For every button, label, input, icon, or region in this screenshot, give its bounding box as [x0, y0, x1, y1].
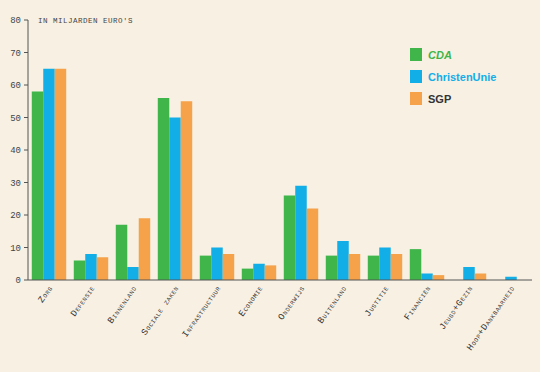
- legend-label: CDA: [428, 49, 452, 61]
- y-tick-label: 80: [10, 16, 21, 26]
- bar: [326, 256, 337, 280]
- bar: [223, 254, 234, 280]
- y-tick-label: 40: [10, 146, 21, 156]
- chart-container: 0 10 20 30 40 50 60 70 80 IN MILJARDEN EURO'S Zorg…: [0, 0, 540, 372]
- y-axis-label: IN MILJARDEN EURO'S: [38, 17, 133, 25]
- bar: [295, 186, 306, 280]
- legend-label: SGP: [428, 93, 451, 105]
- x-tick-label: Buitenland: [316, 284, 349, 326]
- x-tick-label: Financiën: [403, 284, 434, 322]
- bar: [211, 248, 222, 281]
- bar: [391, 254, 402, 280]
- y-tick: [24, 247, 28, 248]
- bar: [253, 264, 264, 280]
- y-axis: 0 10 20 30 40 50 60 70 80: [10, 16, 28, 286]
- x-axis: Zorg Defensie BinnenlandSociale zakenInfra…: [37, 284, 518, 353]
- bar: [32, 92, 43, 281]
- x-tick-label: Hoop+Dankbaarheid: [465, 284, 517, 353]
- x-tick-label: Jeugd+Gezin: [438, 284, 476, 332]
- y-tick-label: 30: [10, 179, 21, 189]
- bar: [379, 248, 390, 281]
- bar: [74, 261, 85, 281]
- x-tick-label: Sociale zaken: [140, 284, 182, 337]
- y-tick: [24, 20, 28, 21]
- bars: [32, 69, 517, 280]
- y-tick-label: 0: [16, 276, 21, 286]
- y-tick-label: 10: [10, 244, 21, 254]
- x-tick-label: Economie: [237, 284, 265, 319]
- bar: [463, 267, 474, 280]
- bar: [169, 118, 180, 281]
- bar: [337, 241, 348, 280]
- y-tick-label: 70: [10, 49, 21, 59]
- bar: [127, 267, 138, 280]
- bar: [421, 274, 432, 281]
- bar: [116, 225, 127, 280]
- y-axis-line: [28, 20, 29, 280]
- bar: [349, 254, 360, 280]
- legend-swatch: [410, 92, 422, 105]
- bar: [139, 218, 150, 280]
- bar: [410, 249, 421, 280]
- bar: [200, 256, 211, 280]
- bar: [85, 254, 96, 280]
- bar: [181, 101, 192, 280]
- bar: [368, 256, 379, 280]
- y-tick: [24, 280, 28, 281]
- legend: CDA ChristenUnie SGP: [410, 48, 496, 105]
- chart: 0 10 20 30 40 50 60 70 80 IN MILJARDEN EURO'S Zorg…: [0, 0, 540, 372]
- y-tick: [24, 85, 28, 86]
- y-tick: [24, 215, 28, 216]
- legend-label: ChristenUnie: [428, 71, 496, 83]
- bar: [433, 275, 444, 280]
- bar: [242, 269, 253, 280]
- bar: [97, 257, 108, 280]
- bar: [43, 69, 54, 280]
- y-tick-label: 50: [10, 114, 21, 124]
- x-axis-line: [28, 280, 532, 281]
- x-tick-label: Onderwijs: [277, 284, 308, 322]
- legend-swatch: [410, 70, 422, 83]
- x-tick-label: Zorg: [37, 284, 56, 305]
- x-tick-label: Defensie: [69, 284, 97, 319]
- y-tick: [24, 150, 28, 151]
- legend-swatch: [410, 48, 422, 61]
- y-tick: [24, 52, 28, 53]
- bar: [284, 196, 295, 281]
- bar: [55, 69, 66, 280]
- y-tick: [24, 182, 28, 183]
- bar: [307, 209, 318, 281]
- y-tick-label: 20: [10, 211, 21, 221]
- x-tick-label: Justitie: [363, 284, 391, 319]
- x-tick-label: Infrastructuur: [181, 284, 224, 339]
- bar: [475, 274, 486, 281]
- y-tick-label: 60: [10, 81, 21, 91]
- bar: [265, 265, 276, 280]
- y-tick: [24, 117, 28, 118]
- x-tick-label: Binnenland: [106, 284, 139, 326]
- bar: [158, 98, 169, 280]
